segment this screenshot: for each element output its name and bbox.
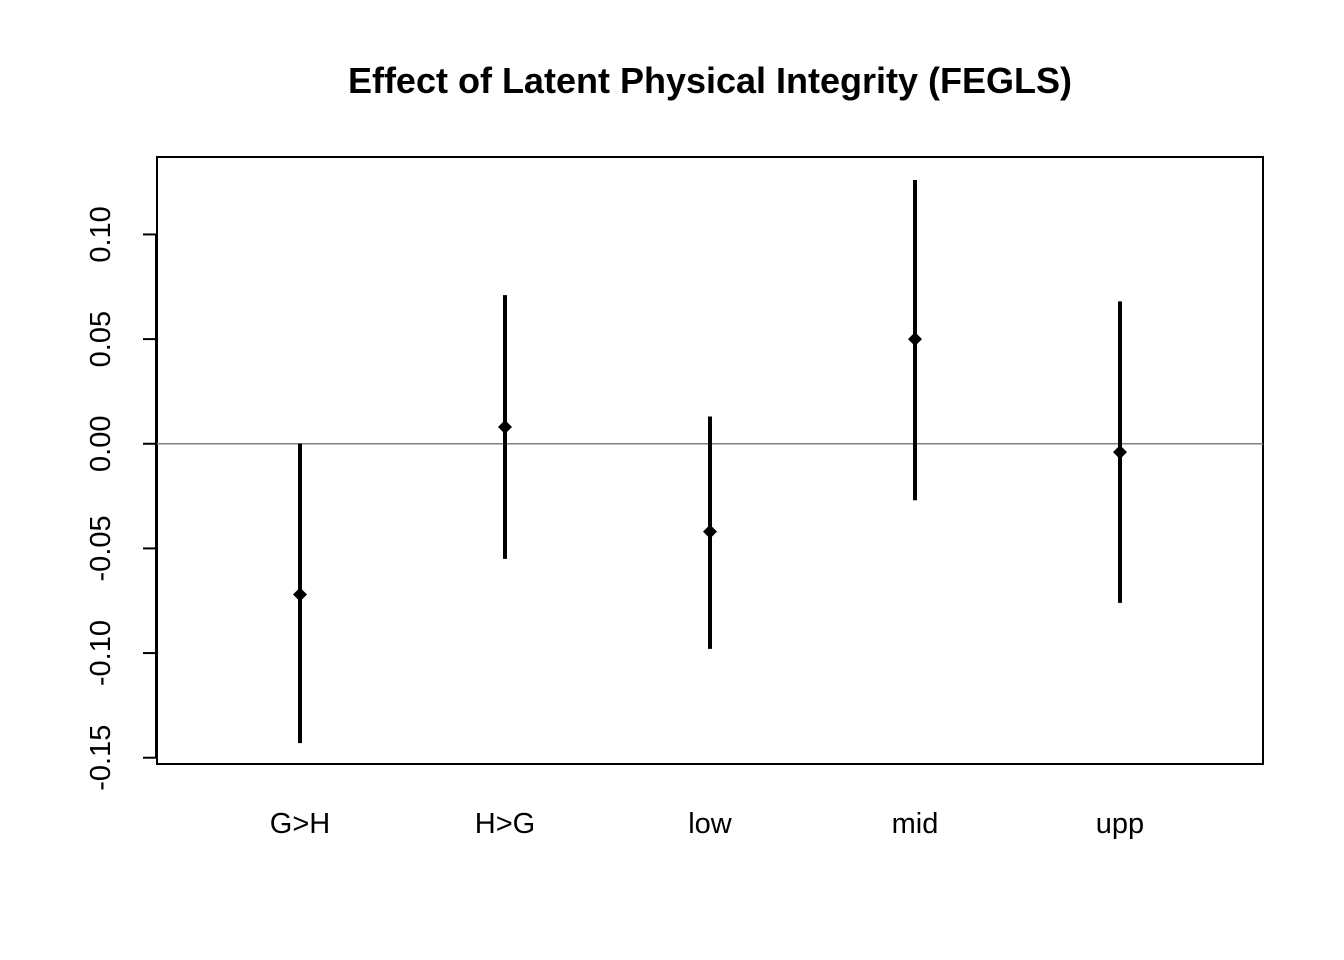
y-axis: -0.15 -0.10 -0.05 0.00 0.05 0.10 [85, 206, 157, 791]
point-estimate-marker [908, 332, 922, 347]
point-estimate-marker [498, 420, 512, 435]
point-estimate-marker [703, 524, 717, 539]
chart-marks [157, 180, 1263, 744]
y-tick-label: -0.05 [85, 515, 117, 581]
y-tick-label: 0.00 [85, 416, 117, 472]
y-tick-label: -0.10 [85, 620, 117, 686]
y-tick-label: -0.15 [85, 725, 117, 791]
y-tick-label: 0.10 [85, 206, 117, 262]
x-tick-label: upp [1096, 808, 1144, 840]
point-estimate-marker [293, 587, 307, 602]
y-tick-label: 0.05 [85, 311, 117, 367]
x-tick-label: G>H [270, 808, 330, 840]
point-estimate-marker [1113, 445, 1127, 460]
x-tick-label: H>G [475, 808, 535, 840]
x-tick-label: low [688, 808, 733, 840]
chart-title: Effect of Latent Physical Integrity (FEG… [348, 60, 1072, 101]
x-axis-labels: G>H H>G low mid upp [270, 808, 1144, 840]
x-tick-label: mid [892, 808, 939, 840]
